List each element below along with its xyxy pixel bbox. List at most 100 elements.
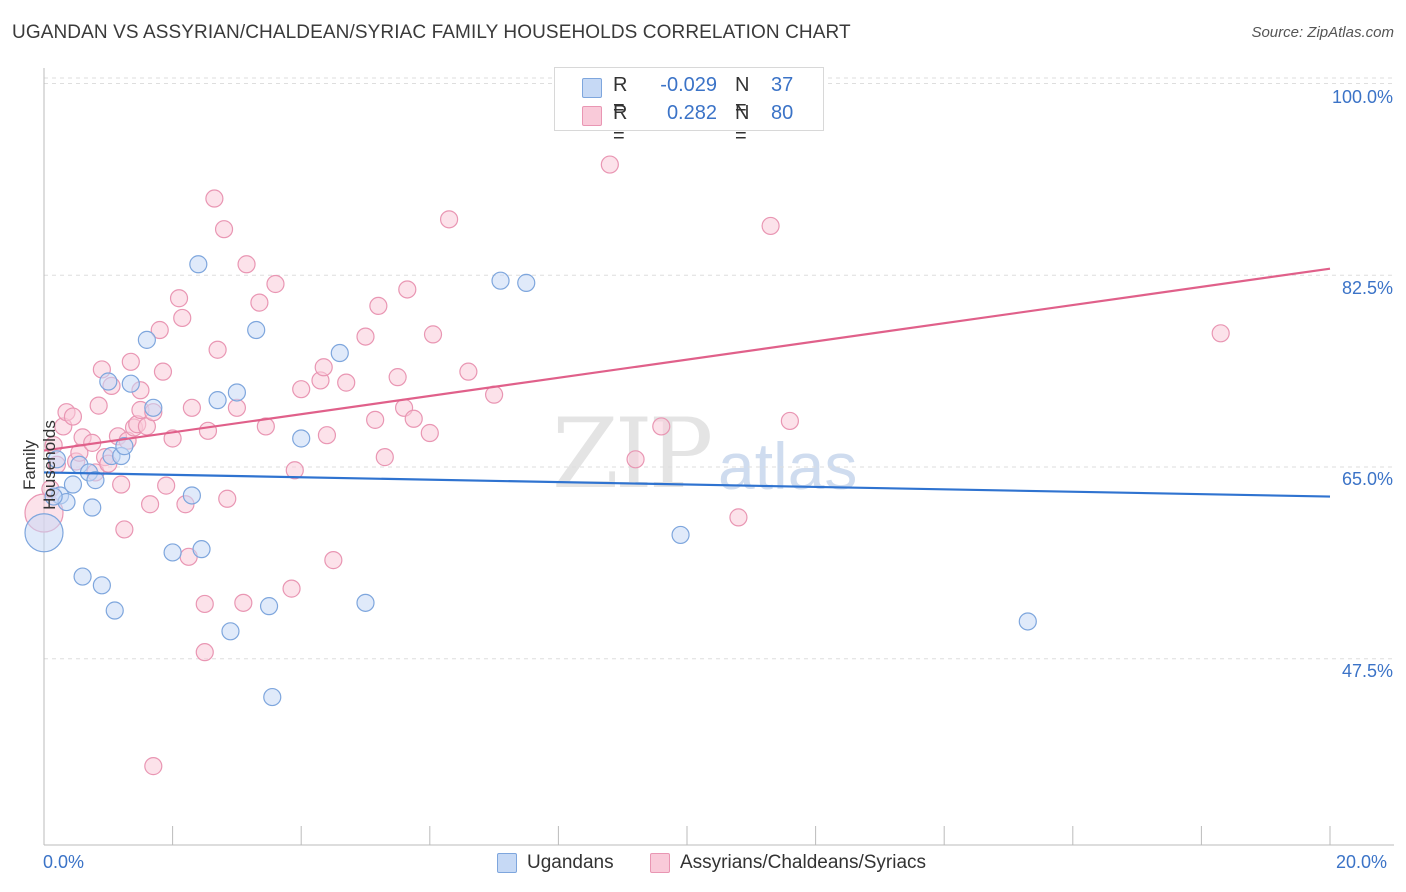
assyrians-point bbox=[112, 475, 131, 494]
ugandans-point bbox=[144, 398, 163, 417]
assyrians-point bbox=[600, 155, 619, 174]
assyrians-point bbox=[729, 508, 748, 527]
y-tick-100: 100.0% bbox=[1331, 87, 1393, 107]
ugandans-point bbox=[24, 513, 64, 553]
assyrians-point bbox=[761, 216, 780, 236]
trend-lines bbox=[43, 267, 1331, 498]
x-tick-max: 20.0% bbox=[1336, 852, 1388, 872]
y-tick-47: 47.5% bbox=[1341, 661, 1393, 681]
assyrians-trend-line bbox=[43, 267, 1331, 452]
ugandans-point bbox=[99, 372, 118, 391]
assyrians-point bbox=[780, 411, 799, 431]
assyrians-point bbox=[356, 327, 375, 346]
assyrians-point bbox=[150, 320, 169, 340]
grid-lines bbox=[44, 77, 1394, 660]
assyrians-point bbox=[266, 274, 285, 294]
ugandans-trend-line bbox=[43, 471, 1331, 498]
legend-r-value: -0.029 bbox=[660, 74, 717, 96]
ugandans-point bbox=[330, 343, 349, 363]
ugandans-point bbox=[92, 576, 111, 595]
assyrians-point bbox=[404, 409, 423, 428]
assyrians-point bbox=[169, 289, 189, 308]
assyrians-point bbox=[285, 461, 304, 480]
ugandans-point bbox=[491, 271, 510, 290]
assyrians-point bbox=[208, 340, 227, 359]
assyrians-point bbox=[626, 450, 645, 469]
assyrians-point bbox=[205, 189, 224, 208]
ugandans-point bbox=[259, 597, 279, 616]
assyrians-point bbox=[115, 520, 134, 539]
ugandans-point bbox=[47, 450, 66, 469]
assyrians-point bbox=[375, 448, 394, 467]
assyrians-point bbox=[157, 476, 176, 495]
ugandans-point bbox=[121, 374, 140, 393]
ugandans-point bbox=[86, 471, 105, 490]
assyrians-point bbox=[163, 429, 182, 448]
assyrians-point bbox=[366, 410, 385, 429]
assyrians-point bbox=[282, 579, 301, 598]
legend-n-label: N = bbox=[735, 102, 750, 147]
legend-r-value: 0.282 bbox=[666, 102, 717, 124]
ugandans-point bbox=[671, 525, 690, 545]
assyrians-point bbox=[227, 398, 246, 417]
ugandans-point bbox=[189, 255, 208, 274]
legend-r-label: R = bbox=[613, 102, 628, 147]
assyrians-point bbox=[324, 551, 343, 570]
ugandans-point bbox=[208, 391, 227, 410]
assyrians-point bbox=[337, 373, 356, 392]
assyrians-point bbox=[144, 757, 163, 776]
assyrians-point bbox=[652, 417, 671, 436]
assyrians-point bbox=[140, 495, 160, 514]
ugandans-point bbox=[115, 437, 134, 456]
assyrians-point bbox=[317, 426, 337, 445]
assyrians-point bbox=[398, 280, 417, 299]
assyrians-point bbox=[198, 421, 218, 440]
ugandans-point bbox=[137, 330, 156, 349]
legend-n-label: N = bbox=[735, 74, 750, 119]
assyrians-point bbox=[237, 255, 256, 274]
series-ugandans-points bbox=[24, 255, 1037, 707]
assyrians-point bbox=[423, 325, 443, 344]
ugandans-point bbox=[44, 487, 63, 506]
assyrians-point bbox=[420, 423, 439, 443]
assyrians-point bbox=[195, 594, 214, 614]
assyrians-point bbox=[182, 398, 201, 417]
ugandans-point bbox=[263, 687, 282, 707]
assyrians-point bbox=[195, 643, 214, 662]
ugandans-point bbox=[517, 273, 536, 292]
assyrians-point bbox=[369, 296, 388, 316]
legend-r-label: R = bbox=[613, 74, 628, 119]
bottom-legend-label: Assyrians/Chaldeans/Syriacs bbox=[680, 852, 927, 873]
y-tick-82: 82.5% bbox=[1341, 278, 1393, 298]
bottom-legend-swatch-blue bbox=[497, 853, 517, 873]
ugandans-point bbox=[1018, 612, 1037, 631]
ugandans-point bbox=[247, 320, 266, 340]
ugandans-point bbox=[292, 429, 311, 448]
ugandans-point bbox=[227, 383, 246, 402]
assyrians-point bbox=[250, 293, 269, 312]
assyrians-point bbox=[214, 220, 234, 239]
ugandans-point bbox=[163, 543, 182, 562]
assyrians-point bbox=[234, 593, 253, 612]
legend: R = -0.029 N = 37 R = 0.282 N = 80 bbox=[554, 67, 824, 147]
bottom-legend-swatch-pink bbox=[650, 853, 670, 873]
ugandans-point bbox=[105, 601, 124, 620]
ugandans-point bbox=[356, 593, 375, 612]
ugandans-point bbox=[63, 475, 83, 494]
source-label: Source: ZipAtlas.com bbox=[1251, 24, 1394, 41]
legend-n-value: 80 bbox=[771, 102, 794, 124]
bottom-legend-label: Ugandans bbox=[527, 852, 614, 873]
chart-title: UGANDAN VS ASSYRIAN/CHALDEAN/SYRIAC FAMI… bbox=[12, 22, 851, 43]
assyrians-point bbox=[121, 352, 140, 371]
legend-swatch-blue bbox=[582, 78, 602, 98]
x-tick-min: 0.0% bbox=[43, 852, 85, 872]
ugandans-point bbox=[83, 498, 102, 517]
ugandans-point bbox=[182, 486, 201, 505]
assyrians-point bbox=[256, 417, 275, 436]
assyrians-point bbox=[218, 489, 237, 508]
assyrians-point bbox=[314, 358, 333, 377]
assyrians-point bbox=[153, 362, 173, 381]
y-axis-label: Family Households bbox=[20, 420, 59, 510]
y-tick-65: 65.0% bbox=[1341, 469, 1393, 489]
